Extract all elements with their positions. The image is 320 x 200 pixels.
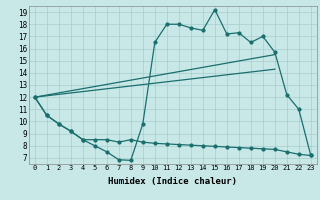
X-axis label: Humidex (Indice chaleur): Humidex (Indice chaleur) [108, 177, 237, 186]
